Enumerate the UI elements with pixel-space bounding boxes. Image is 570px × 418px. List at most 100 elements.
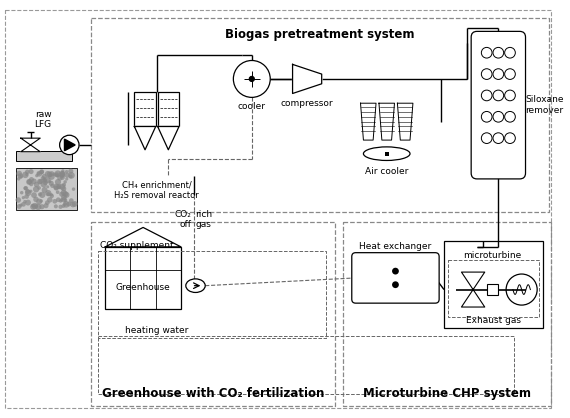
Circle shape [46, 192, 50, 196]
Circle shape [44, 176, 51, 183]
Circle shape [54, 204, 58, 208]
Circle shape [54, 172, 59, 177]
Circle shape [63, 199, 67, 202]
Circle shape [50, 193, 53, 196]
Circle shape [506, 274, 537, 305]
Circle shape [48, 180, 51, 183]
Circle shape [60, 173, 65, 178]
Polygon shape [379, 103, 394, 140]
Bar [354, 266, 437, 293]
Circle shape [60, 198, 63, 201]
Circle shape [481, 133, 492, 143]
Circle shape [46, 185, 49, 188]
Circle shape [493, 69, 504, 79]
Circle shape [38, 179, 43, 184]
Circle shape [55, 179, 61, 185]
Circle shape [23, 186, 28, 191]
Bar [16, 151, 72, 161]
Text: Siloxane
remover: Siloxane remover [526, 95, 564, 115]
Circle shape [31, 192, 37, 198]
Circle shape [43, 180, 48, 185]
Circle shape [17, 204, 22, 209]
Circle shape [250, 76, 254, 82]
Circle shape [37, 172, 40, 175]
Bar [343, 222, 551, 406]
Text: Greenhouse with CO₂ fertilization: Greenhouse with CO₂ fertilization [102, 387, 324, 400]
Circle shape [504, 112, 515, 122]
Polygon shape [158, 127, 179, 150]
Circle shape [22, 172, 28, 178]
Circle shape [35, 204, 42, 210]
Circle shape [57, 185, 61, 189]
Circle shape [25, 200, 31, 206]
Circle shape [56, 184, 62, 189]
Polygon shape [360, 103, 376, 140]
Polygon shape [292, 64, 321, 94]
Circle shape [65, 178, 68, 181]
Circle shape [33, 186, 39, 192]
Circle shape [42, 174, 47, 179]
Circle shape [36, 199, 42, 205]
Circle shape [35, 174, 38, 177]
Circle shape [61, 190, 67, 196]
Circle shape [68, 172, 75, 178]
Circle shape [62, 204, 66, 208]
Bar [158, 92, 179, 127]
Circle shape [18, 173, 23, 179]
Text: CO₂
off: CO₂ off [175, 210, 192, 229]
Circle shape [55, 173, 59, 177]
Circle shape [57, 175, 63, 181]
Circle shape [63, 192, 70, 198]
Bar [91, 18, 549, 212]
Circle shape [504, 133, 515, 143]
Circle shape [481, 112, 492, 122]
Circle shape [68, 168, 74, 173]
Text: raw
LFG: raw LFG [35, 110, 52, 130]
Circle shape [31, 204, 35, 208]
Circle shape [52, 199, 57, 204]
Circle shape [23, 200, 27, 204]
Circle shape [63, 180, 67, 184]
Circle shape [69, 198, 74, 203]
Circle shape [49, 171, 54, 176]
Bar [99, 336, 514, 395]
Circle shape [29, 190, 32, 193]
Circle shape [39, 199, 43, 203]
Circle shape [504, 69, 515, 79]
Circle shape [64, 173, 70, 178]
Circle shape [25, 170, 30, 174]
Polygon shape [462, 272, 484, 290]
Circle shape [47, 171, 52, 177]
Text: CH₄ enrichment/
H₂S removal reactor: CH₄ enrichment/ H₂S removal reactor [115, 181, 199, 200]
Circle shape [56, 190, 59, 194]
Circle shape [59, 205, 63, 209]
Circle shape [62, 183, 66, 187]
Circle shape [19, 175, 23, 178]
Circle shape [54, 186, 59, 191]
Circle shape [38, 192, 42, 196]
Bar [99, 251, 325, 338]
Circle shape [39, 170, 44, 174]
Circle shape [60, 171, 65, 176]
Circle shape [32, 203, 38, 209]
Circle shape [72, 187, 75, 191]
Circle shape [493, 90, 504, 101]
Circle shape [42, 187, 47, 193]
Circle shape [36, 171, 42, 177]
Circle shape [39, 204, 44, 209]
Text: compressor: compressor [281, 99, 333, 108]
Bar [16, 168, 77, 210]
Circle shape [60, 135, 79, 155]
Circle shape [37, 186, 41, 190]
Circle shape [493, 112, 504, 122]
Circle shape [39, 169, 44, 174]
Circle shape [17, 177, 21, 181]
Circle shape [17, 171, 22, 176]
Circle shape [25, 173, 28, 176]
Text: heating water: heating water [125, 326, 188, 335]
Circle shape [33, 196, 39, 202]
Circle shape [39, 192, 46, 198]
Text: microturbine: microturbine [463, 251, 522, 260]
Ellipse shape [186, 279, 205, 293]
Circle shape [52, 173, 56, 176]
